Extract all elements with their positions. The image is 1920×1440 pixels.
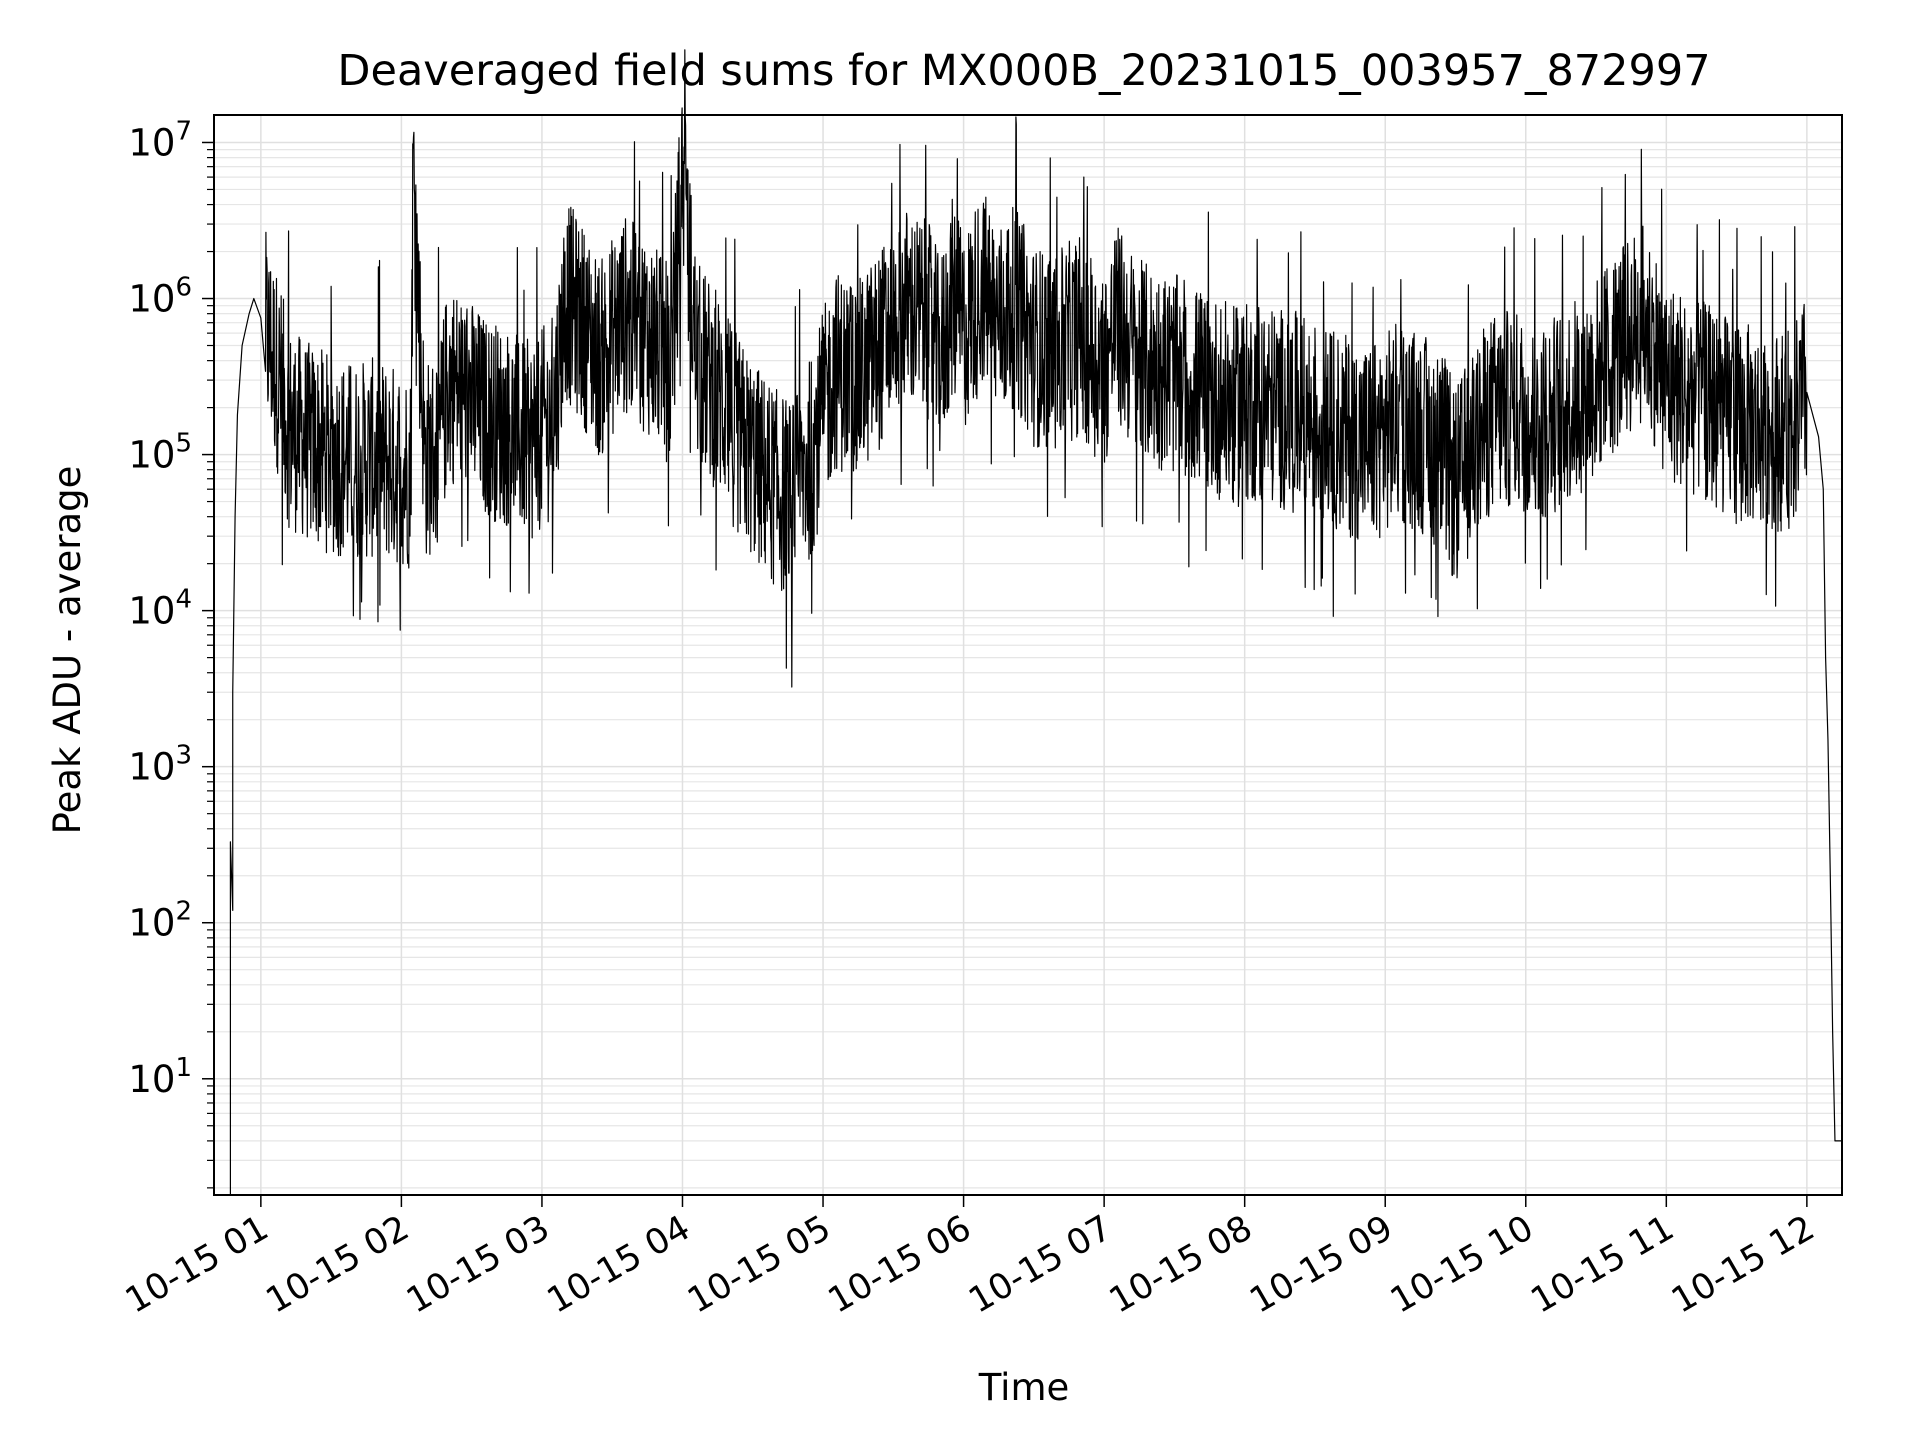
y-tick-label: 101 bbox=[128, 1053, 192, 1101]
x-tick-label: 10-15 07 bbox=[962, 1208, 1118, 1321]
x-tick-label: 10-15 11 bbox=[1525, 1208, 1681, 1321]
y-axis: 101 102 103 104 105 106 107 bbox=[128, 116, 214, 1189]
series-line bbox=[229, 49, 1842, 1195]
major-gridlines bbox=[214, 115, 1842, 1195]
x-tick-label: 10-15 01 bbox=[119, 1208, 275, 1321]
chart-title: Deaveraged field sums for MX000B_2023101… bbox=[337, 46, 1710, 96]
y-tick-label: 102 bbox=[128, 897, 192, 945]
x-tick-label: 10-15 10 bbox=[1384, 1208, 1540, 1321]
y-tick-label: 107 bbox=[128, 116, 192, 164]
y-tick-label: 106 bbox=[128, 273, 192, 321]
x-tick-label: 10-15 12 bbox=[1665, 1208, 1821, 1321]
plot-frame bbox=[213, 114, 1843, 1196]
y-axis-label: Peak ADU - average bbox=[46, 466, 89, 835]
x-tick-label: 10-15 08 bbox=[1103, 1208, 1259, 1321]
y-tick-label: 105 bbox=[128, 429, 192, 477]
x-axis-label: Time bbox=[978, 1366, 1070, 1409]
x-tick-label: 10-15 02 bbox=[260, 1208, 416, 1321]
y-tick-label: 103 bbox=[128, 741, 192, 789]
y-tick-label: 104 bbox=[128, 585, 192, 633]
x-tick-label: 10-15 09 bbox=[1243, 1208, 1399, 1321]
x-tick-label: 10-15 06 bbox=[822, 1208, 978, 1321]
x-tick-label: 10-15 03 bbox=[400, 1208, 556, 1321]
x-tick-label: 10-15 04 bbox=[541, 1208, 697, 1321]
x-tick-label: 10-15 05 bbox=[681, 1208, 837, 1321]
